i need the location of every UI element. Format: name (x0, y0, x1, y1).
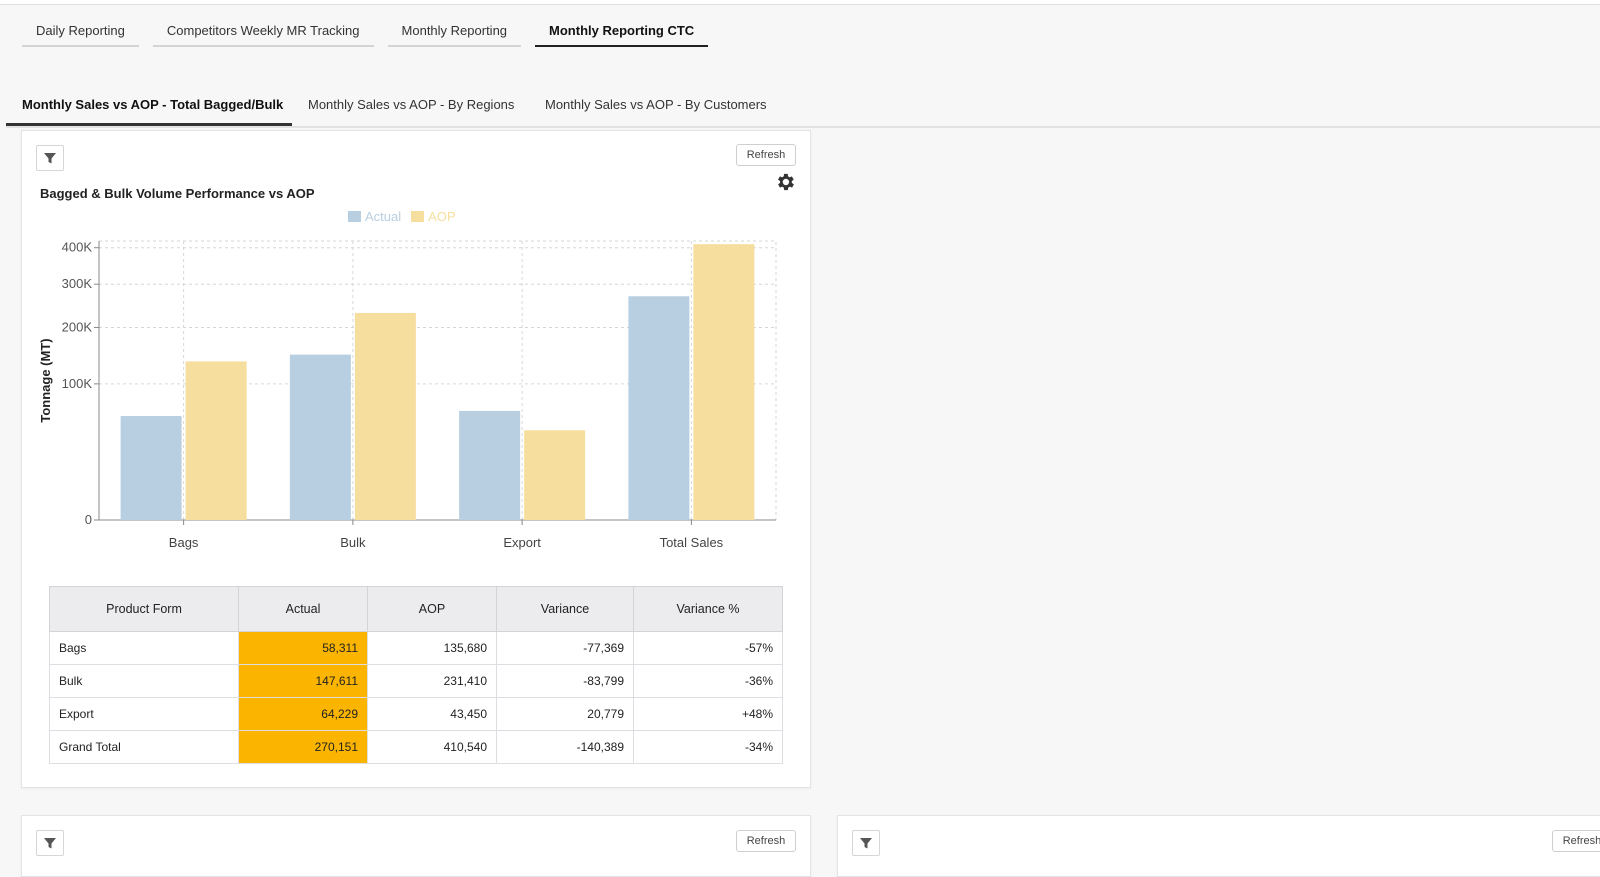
bar-aop (185, 361, 247, 520)
tab-competitors-weekly[interactable]: Competitors Weekly MR Tracking (152, 18, 374, 47)
legend-label-aop: AOP (428, 209, 456, 224)
bar-aop (354, 312, 416, 520)
chart-widget: Refresh Bagged & Bulk Volume Performance… (21, 130, 811, 788)
gear-icon[interactable] (774, 171, 796, 193)
sub-tabs: Monthly Sales vs AOP - Total Bagged/Bulk… (6, 92, 1600, 128)
filter-button[interactable] (36, 830, 64, 856)
y-axis-label: Tonnage (MT) (38, 338, 53, 422)
report-tabs: Daily Reporting Competitors Weekly MR Tr… (22, 18, 709, 47)
active-tab-indicator (6, 123, 292, 126)
cell-variance: -83,799 (496, 664, 634, 698)
cell-variance: 20,779 (496, 697, 634, 731)
y-tick-label: 100K (62, 376, 93, 391)
bar-chart: 0 100K 200K 300K 400K Tonnage (MT) Bags Bulk Exp… (38, 240, 777, 550)
cell-variance: -77,369 (496, 631, 634, 665)
cell-actual: 64,229 (238, 697, 368, 731)
cell-actual: 270,151 (238, 730, 368, 764)
table-header-row: Product Form Actual AOP Variance Varianc… (49, 586, 783, 632)
col-header-variance: Variance (496, 586, 634, 632)
chart-legend: Actual AOP (348, 209, 456, 224)
legend-item-actual[interactable]: Actual (348, 209, 401, 224)
tab-monthly-reporting[interactable]: Monthly Reporting (387, 18, 522, 47)
tab-sales-vs-aop-total[interactable]: Monthly Sales vs AOP - Total Bagged/Bulk (22, 97, 284, 112)
cell-aop: 135,680 (367, 631, 497, 665)
filter-icon (44, 153, 56, 164)
cell-variance-pct: +48% (633, 697, 783, 731)
bar-aop (524, 430, 586, 520)
cell-product-form: Export (49, 697, 239, 731)
widget-bottom-left: Refresh (21, 815, 811, 877)
y-tick-label: 0 (85, 512, 92, 527)
chart-title: Bagged & Bulk Volume Performance vs AOP (40, 186, 315, 201)
tab-monthly-reporting-ctc[interactable]: Monthly Reporting CTC (535, 18, 709, 47)
refresh-button[interactable]: Refresh (736, 830, 796, 852)
bar-actual (289, 354, 351, 520)
cell-product-form: Bags (49, 631, 239, 665)
widget-bottom-right: Refresh (837, 815, 1600, 877)
col-header-variance-pct: Variance % (633, 586, 783, 632)
y-tick-label: 400K (62, 240, 93, 255)
cell-product-form: Bulk (49, 664, 239, 698)
legend-label-actual: Actual (365, 209, 402, 224)
cell-product-form: Grand Total (49, 730, 239, 764)
refresh-button[interactable]: Refresh (736, 144, 796, 166)
tab-daily-reporting[interactable]: Daily Reporting (22, 18, 139, 47)
col-header-aop: AOP (367, 586, 497, 632)
filter-button[interactable] (852, 830, 880, 856)
tab-sales-vs-aop-customers[interactable]: Monthly Sales vs AOP - By Customers (545, 97, 767, 112)
cell-aop: 410,540 (367, 730, 497, 764)
top-bar (0, 0, 1600, 5)
x-tick-label: Bags (169, 535, 199, 550)
y-tick-label: 300K (62, 276, 93, 291)
cell-aop: 231,410 (367, 664, 497, 698)
col-header-actual: Actual (238, 586, 368, 632)
bar-actual (628, 296, 690, 520)
sales-table: Product Form Actual AOP Variance Varianc… (49, 586, 783, 764)
cell-aop: 43,450 (367, 697, 497, 731)
cell-actual: 147,611 (238, 664, 368, 698)
cell-variance: -140,389 (496, 730, 634, 764)
cell-variance-pct: -34% (633, 730, 783, 764)
legend-swatch-actual (348, 211, 361, 222)
x-tick-label: Total Sales (660, 535, 724, 550)
bar-actual (120, 416, 182, 520)
cell-variance-pct: -57% (633, 631, 783, 665)
bar-actual (459, 410, 521, 520)
col-header-product-form: Product Form (49, 586, 239, 632)
x-tick-label: Bulk (340, 535, 366, 550)
bar-aop (693, 244, 755, 520)
x-tick-label: Export (503, 535, 541, 550)
cell-actual: 58,311 (238, 631, 368, 665)
table-row: Bags 58,311 135,680 -77,369 -57% (49, 631, 783, 665)
y-tick-label: 200K (62, 319, 93, 334)
table-row: Export 64,229 43,450 20,779 +48% (49, 697, 783, 731)
filter-button[interactable] (36, 145, 64, 171)
filter-icon (44, 838, 56, 849)
legend-swatch-aop (411, 211, 425, 222)
legend-item-aop[interactable]: AOP (411, 209, 456, 224)
cell-variance-pct: -36% (633, 664, 783, 698)
tab-sales-vs-aop-regions[interactable]: Monthly Sales vs AOP - By Regions (308, 97, 515, 112)
filter-icon (860, 838, 872, 849)
table-row: Grand Total 270,151 410,540 -140,389 -34… (49, 730, 783, 764)
table-row: Bulk 147,611 231,410 -83,799 -36% (49, 664, 783, 698)
refresh-button[interactable]: Refresh (1552, 830, 1600, 852)
